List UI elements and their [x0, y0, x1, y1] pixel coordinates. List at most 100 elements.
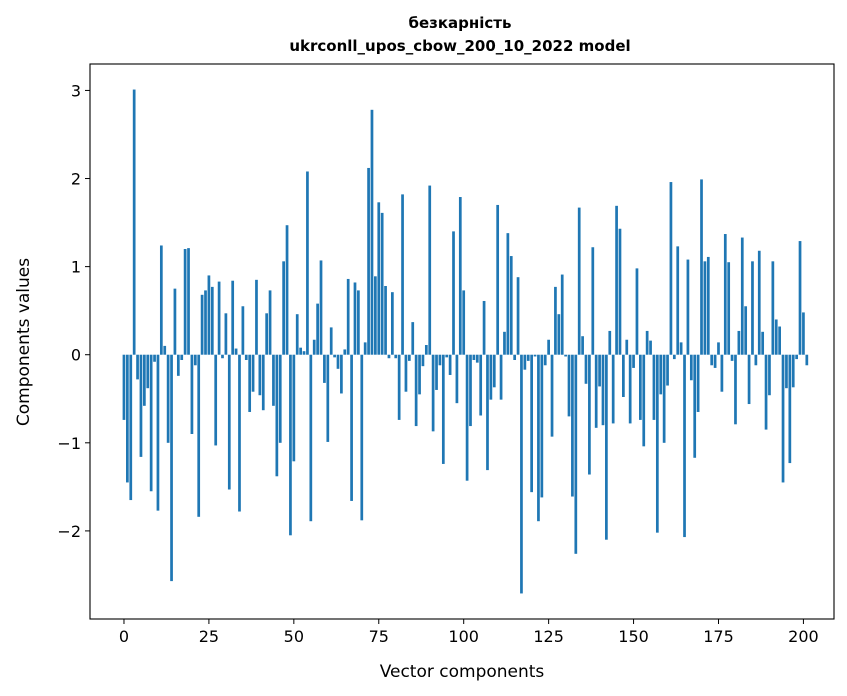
- bar-component-42: [265, 313, 269, 355]
- bar-component-29: [221, 354, 224, 359]
- bar-component-74: [374, 276, 377, 355]
- x-tick-label: 75: [369, 627, 389, 646]
- y-tick-label: −1: [57, 434, 81, 453]
- bar-component-122: [537, 354, 540, 522]
- bar-component-62: [333, 354, 336, 358]
- bar-component-172: [706, 256, 710, 355]
- x-axis-ticks: 0 25 50 75 100 125 150 175 200: [119, 619, 819, 646]
- bar-component-2: [129, 354, 133, 501]
- bar-component-158: [659, 354, 663, 395]
- bar-component-116: [516, 277, 520, 355]
- bar-component-85: [411, 322, 415, 355]
- bar-component-147: [622, 354, 625, 397]
- bar-component-54: [306, 171, 309, 355]
- bar-component-11: [159, 245, 163, 355]
- y-tick-label: 2: [71, 170, 81, 189]
- bar-component-64: [340, 354, 343, 394]
- bar-component-185: [751, 261, 754, 355]
- bar-component-108: [489, 354, 493, 400]
- bar-component-35: [241, 306, 245, 355]
- bar-component-0: [122, 354, 126, 420]
- bar-component-3: [132, 89, 136, 355]
- bar-component-137: [588, 354, 591, 475]
- bar-component-76: [380, 212, 384, 355]
- bar-component-133: [574, 354, 578, 554]
- bar-component-57: [316, 303, 319, 355]
- bar-component-192: [774, 319, 778, 355]
- bar-component-39: [255, 279, 258, 355]
- bar-component-155: [649, 340, 652, 355]
- x-tick-label: 150: [618, 627, 649, 646]
- bar-component-5: [139, 354, 143, 457]
- bar-component-195: [785, 354, 788, 389]
- bar-component-20: [190, 354, 194, 434]
- chart-title-line-1: безкарність: [409, 14, 512, 32]
- bar-component-189: [764, 354, 768, 430]
- bar-component-95: [445, 354, 449, 358]
- bar-component-143: [608, 330, 612, 355]
- bar-component-44: [272, 354, 275, 406]
- bar-component-13: [166, 354, 170, 443]
- bar-component-135: [581, 336, 584, 355]
- bar-component-63: [336, 354, 340, 369]
- bar-component-142: [605, 354, 608, 540]
- bar-component-150: [632, 354, 635, 368]
- bar-component-46: [278, 354, 282, 443]
- y-axis-ticks: −2 −1 0 1 2 3: [57, 81, 90, 541]
- bar-component-88: [421, 354, 425, 367]
- bar-component-113: [506, 233, 510, 355]
- bar-component-160: [666, 354, 669, 386]
- x-tick-label: 200: [788, 627, 819, 646]
- bar-component-124: [543, 354, 547, 366]
- bar-component-148: [625, 339, 629, 355]
- plot-frame: [89, 63, 835, 620]
- bar-component-152: [639, 354, 642, 420]
- bar-component-50: [292, 354, 296, 462]
- y-tick-label: −2: [57, 522, 81, 541]
- bar-component-109: [492, 354, 496, 388]
- bar-component-43: [268, 290, 272, 355]
- bar-component-92: [435, 354, 438, 390]
- bar-component-26: [210, 286, 214, 355]
- bar-component-194: [781, 354, 785, 483]
- bar-component-89: [424, 345, 428, 355]
- bar-component-132: [571, 354, 574, 497]
- bar-component-61: [329, 327, 333, 355]
- bar-component-98: [455, 354, 459, 404]
- bar-component-117: [520, 354, 523, 594]
- bar-component-96: [448, 354, 452, 375]
- bar-component-41: [261, 354, 265, 411]
- y-tick-label: 1: [71, 258, 81, 277]
- bar-component-136: [584, 354, 588, 384]
- bar-component-81: [397, 354, 401, 420]
- bar-component-169: [696, 354, 700, 412]
- bar-component-17: [180, 354, 184, 360]
- bar-component-156: [652, 354, 656, 420]
- bar-component-162: [672, 354, 676, 360]
- bar-component-183: [744, 306, 748, 355]
- bar-component-86: [414, 354, 418, 427]
- bar-component-175: [717, 342, 720, 355]
- bar-component-68: [353, 282, 357, 355]
- bar-component-6: [143, 354, 146, 406]
- bar-component-166: [686, 259, 690, 355]
- bar-component-154: [645, 330, 649, 355]
- bar-component-37: [248, 354, 252, 412]
- bar-component-32: [231, 280, 235, 355]
- bar-component-60: [326, 354, 330, 442]
- bar-component-126: [550, 354, 554, 437]
- bar-component-174: [713, 354, 717, 368]
- bar-component-141: [601, 354, 605, 426]
- bar-component-70: [360, 354, 364, 521]
- bar-component-157: [655, 354, 659, 533]
- bar-component-139: [594, 354, 598, 428]
- bar-component-21: [193, 354, 197, 366]
- x-tick-label: 0: [119, 627, 129, 646]
- bar-component-75: [377, 202, 381, 355]
- bar-component-159: [662, 354, 666, 443]
- bar-component-146: [618, 228, 622, 355]
- bar-component-45: [275, 354, 279, 477]
- bar-component-161: [669, 182, 673, 355]
- bar-component-190: [768, 354, 771, 396]
- x-tick-label: 125: [533, 627, 564, 646]
